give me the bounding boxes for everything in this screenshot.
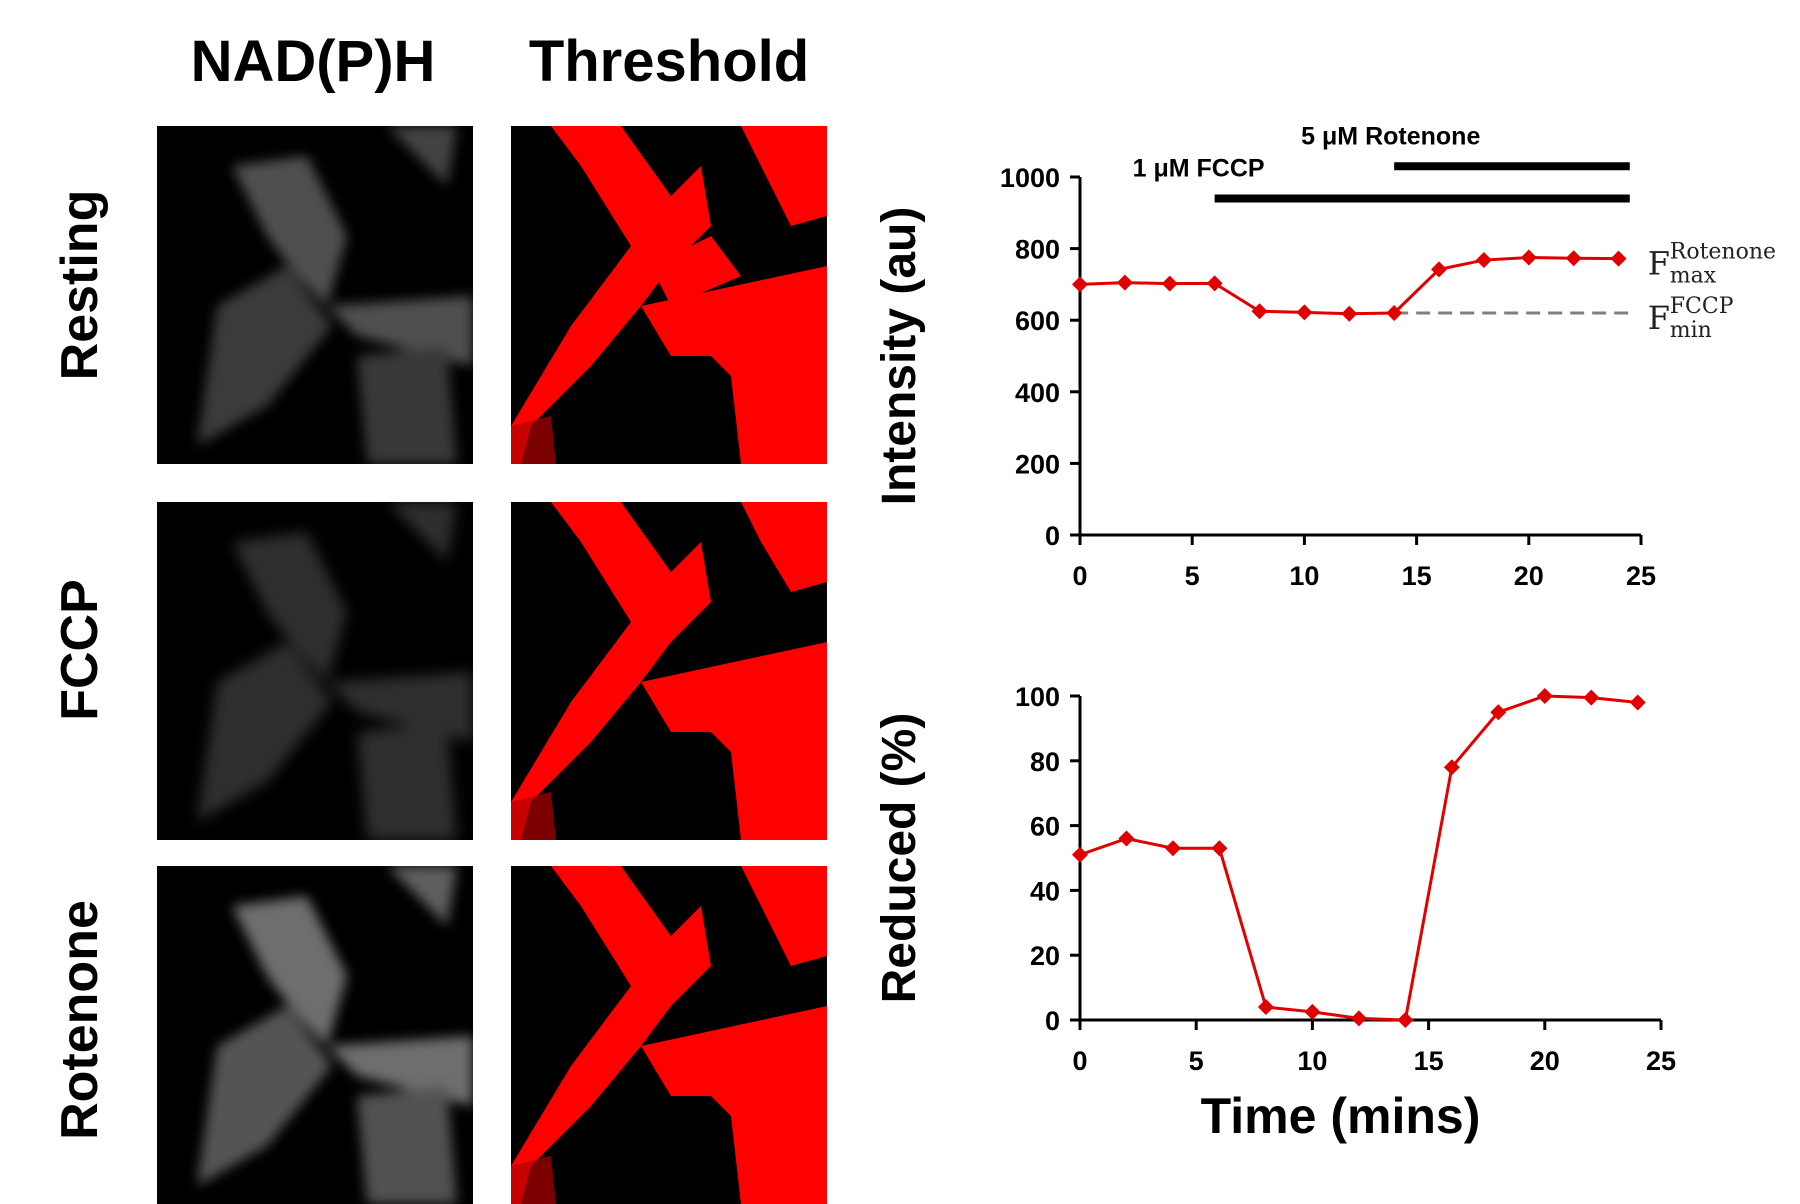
data-point [1072, 276, 1088, 293]
y-tick-label: 40 [1030, 876, 1060, 906]
column-header-threshold: Threshold [528, 29, 810, 94]
data-point [1251, 303, 1268, 320]
y-axis-label: Intensity (au) [873, 207, 926, 506]
data-point [1610, 250, 1627, 267]
y-tick-label: 100 [1015, 682, 1060, 712]
y-tick-label: 1000 [1000, 163, 1060, 193]
data-point [1536, 688, 1553, 704]
data-point [1161, 275, 1178, 292]
threshold-resting-image [511, 126, 827, 464]
data-point [1206, 275, 1223, 292]
data-point [1211, 840, 1228, 857]
data-point [1257, 999, 1274, 1016]
data-point [1397, 1012, 1414, 1028]
data-point [1583, 689, 1600, 706]
data-point [1118, 830, 1135, 847]
series-line [1079, 256, 1619, 316]
y-axis-label: Reduced (%) [873, 713, 926, 1004]
x-tick-label: 20 [1530, 1046, 1560, 1076]
y-tick-label: 60 [1030, 812, 1060, 842]
data-point [1296, 304, 1313, 321]
threshold-fccp-image [511, 502, 827, 840]
data-point [1520, 249, 1537, 266]
chart-1: 0 5 10 15 20 25 0 200 400 600 800 1000 Intensity (au… [873, 122, 1776, 591]
y-tick-label: 0 [1045, 1006, 1060, 1036]
x-tick-label: 5 [1185, 561, 1200, 591]
chart-2: 0 5 10 15 20 25 0 20 40 60 80 100 Reduced (%) Time (m… [873, 682, 1676, 1144]
data-point [1164, 840, 1181, 857]
annotation-superscript: FCCP [1670, 294, 1734, 319]
annotation-base: F [1648, 299, 1670, 337]
y-tick-label: 20 [1030, 941, 1060, 971]
x-tick-label: 5 [1189, 1046, 1204, 1076]
annotation-superscript: Rotenone [1670, 240, 1776, 265]
nadph-resting-image [157, 126, 473, 464]
x-tick-label: 25 [1626, 561, 1656, 591]
data-point [1565, 250, 1582, 267]
y-tick-label: 600 [1015, 306, 1060, 336]
data-point [1386, 305, 1403, 322]
data-point [1443, 759, 1460, 776]
y-tick-label: 0 [1045, 521, 1060, 551]
y-tick-label: 400 [1015, 378, 1060, 408]
data-point [1072, 846, 1088, 863]
x-tick-label: 0 [1072, 1046, 1087, 1076]
column-header-nadph: NAD(P)H [190, 29, 436, 94]
annotation-subscript: min [1670, 318, 1712, 343]
x-tick-label: 25 [1646, 1046, 1676, 1076]
data-point [1629, 694, 1646, 711]
x-tick-label: 10 [1297, 1046, 1327, 1076]
data-point [1475, 252, 1492, 269]
treatment-label: 5 μM Rotenone [1301, 122, 1480, 150]
annotation-base: F [1648, 245, 1670, 283]
y-tick-label: 80 [1030, 747, 1060, 777]
x-tick-label: 0 [1072, 561, 1087, 591]
treatment-label: 1 μM FCCP [1133, 154, 1265, 182]
data-point [1431, 261, 1448, 278]
annotation-subscript: max [1670, 264, 1717, 289]
data-point [1350, 1010, 1367, 1027]
x-tick-label: 15 [1402, 561, 1432, 591]
data-point [1341, 305, 1358, 322]
x-tick-label: 15 [1414, 1046, 1444, 1076]
nadph-rotenone-image [157, 866, 473, 1204]
x-tick-label: 10 [1289, 561, 1319, 591]
nadph-fccp-image [157, 502, 473, 840]
y-tick-label: 200 [1015, 449, 1060, 479]
data-point [1304, 1003, 1321, 1020]
data-point [1116, 274, 1133, 291]
data-point [1490, 704, 1507, 721]
threshold-rotenone-image [511, 866, 827, 1204]
y-tick-label: 800 [1015, 235, 1060, 265]
x-tick-label: 20 [1514, 561, 1544, 591]
series-line [1079, 694, 1638, 1022]
x-axis-label: Time (mins) [1201, 1088, 1481, 1144]
